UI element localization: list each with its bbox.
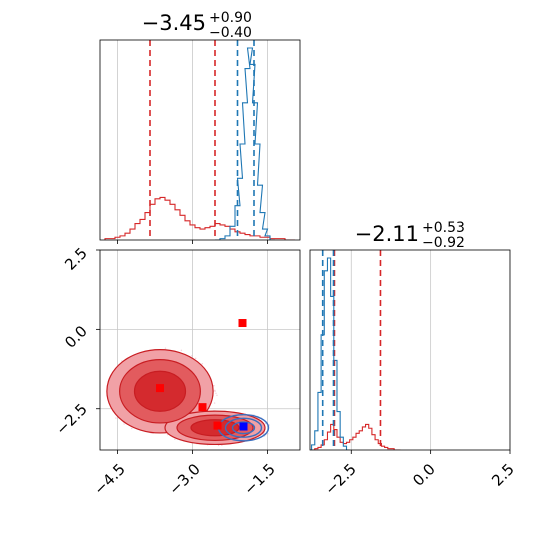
scatter-point xyxy=(217,444,220,447)
contour-bottom-left xyxy=(106,319,270,447)
x-tick-label: −3.0 xyxy=(165,460,203,498)
hist-bottom-right xyxy=(310,250,401,450)
x-tick-label: 2.5 xyxy=(488,460,518,490)
panel-bottom-left: −4.5 −3.0 −1.5 2.5 0.0 −2.5 xyxy=(52,244,301,499)
y-tick-label: −2.5 xyxy=(52,400,90,438)
scatter-point xyxy=(115,417,117,419)
x-tick-label: 0.0 xyxy=(409,460,439,490)
scatter-point xyxy=(191,355,193,357)
panel-bottom-right: −2.5 0.0 2.5 −2.11 +0.53 −0.92 xyxy=(309,220,518,499)
marker-square xyxy=(213,421,222,430)
scatter-point xyxy=(215,392,217,394)
marker-square xyxy=(156,384,164,393)
x-tick-label: −1.5 xyxy=(240,460,278,498)
x-tick-label: −2.5 xyxy=(321,460,359,498)
panel-top-left: −3.45 +0.90 −0.40 xyxy=(99,10,301,244)
grid-top-left xyxy=(117,40,268,240)
scatter-point xyxy=(164,347,167,349)
ticks-bottom-right xyxy=(350,450,511,454)
title-top-left-lower: −0.40 xyxy=(209,25,252,41)
scatter-point xyxy=(201,363,204,365)
marker-square xyxy=(239,422,248,431)
title-bottom-right-lower: −0.92 xyxy=(422,235,465,251)
title-bottom-right-upper: +0.53 xyxy=(422,220,465,236)
title-bottom-right-value: −2.11 xyxy=(355,222,419,246)
scatter-point xyxy=(174,438,176,441)
scatter-point xyxy=(194,357,197,360)
y-tick-label: 0.0 xyxy=(61,322,91,352)
title-top-left-upper: +0.90 xyxy=(209,10,252,26)
x-tick-labels-bottom-left: −4.5 −3.0 −1.5 xyxy=(90,460,278,498)
scatter-point xyxy=(264,422,267,425)
hist-series-line xyxy=(215,47,275,240)
title-bottom-right: −2.11 +0.53 −0.92 xyxy=(355,220,465,251)
scatter-point xyxy=(180,349,183,351)
title-top-left: −3.45 +0.90 −0.40 xyxy=(142,10,252,41)
hist-series-line xyxy=(104,196,295,240)
hist-series-line xyxy=(310,257,350,450)
scatter-point xyxy=(216,394,218,397)
ticks-top-left xyxy=(117,240,268,244)
hist-top-left xyxy=(104,40,295,240)
scatter-point xyxy=(267,433,269,435)
scatter-point xyxy=(214,389,216,392)
contour-blue xyxy=(231,421,256,435)
scatter-point xyxy=(213,402,216,404)
marker-square xyxy=(238,319,247,328)
scatter-point xyxy=(221,444,223,446)
marker-square xyxy=(198,403,207,412)
hist-series-line xyxy=(311,423,401,450)
scatter-point xyxy=(166,433,169,436)
frame-bottom-left xyxy=(99,249,301,451)
scatter-point xyxy=(131,427,133,430)
ticks-bottom-left xyxy=(96,249,268,454)
frame-top-left xyxy=(99,39,301,241)
x-tick-label: −4.5 xyxy=(90,460,128,498)
scatter-point xyxy=(123,423,125,425)
contour-blue xyxy=(224,417,263,438)
title-top-left-value: −3.45 xyxy=(142,11,206,35)
y-tick-label: 2.5 xyxy=(61,244,91,274)
scatter-point xyxy=(213,384,215,387)
x-tick-labels-bottom-right: −2.5 0.0 2.5 xyxy=(321,460,517,498)
frame-bottom-right xyxy=(309,249,511,451)
grid-bottom-right xyxy=(350,250,510,450)
y-tick-labels-bottom-left: 2.5 0.0 −2.5 xyxy=(52,244,90,438)
